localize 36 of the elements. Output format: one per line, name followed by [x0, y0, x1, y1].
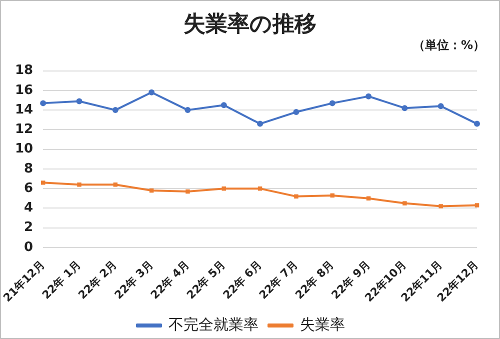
y-tick-label: 14 [14, 102, 34, 118]
point [148, 89, 155, 96]
y-tick-label: 8 [24, 161, 34, 176]
chart-title: 失業率の推移 [182, 10, 318, 39]
point [293, 109, 300, 116]
point [113, 182, 118, 187]
point [76, 98, 82, 104]
text: （単位：%） [412, 37, 485, 54]
y-tick-label: 6 [24, 180, 34, 196]
point [220, 102, 227, 108]
point [330, 193, 334, 198]
point [257, 120, 264, 127]
y-tick-label: 2 [24, 220, 34, 236]
legend-label: 不完全就業率 [168, 315, 258, 334]
point [112, 107, 118, 114]
point [438, 103, 444, 110]
y-tick-label: 12 [14, 122, 34, 138]
point [329, 100, 336, 106]
point [438, 204, 443, 208]
point [402, 105, 408, 112]
y-tick-label: 0 [24, 240, 34, 255]
point [366, 93, 372, 100]
y-tick-label: 4 [24, 200, 34, 216]
point [402, 201, 407, 206]
point [186, 189, 190, 194]
point [40, 100, 46, 106]
point [77, 182, 82, 187]
y-tick-label: 10 [14, 142, 34, 157]
point [294, 194, 298, 199]
legend-label: 失業率 [300, 315, 345, 334]
point [474, 203, 480, 208]
y-tick-label: 18 [14, 63, 34, 78]
point [40, 180, 46, 185]
point [184, 107, 191, 114]
point [474, 120, 480, 127]
y-tick-label: 16 [14, 82, 34, 98]
